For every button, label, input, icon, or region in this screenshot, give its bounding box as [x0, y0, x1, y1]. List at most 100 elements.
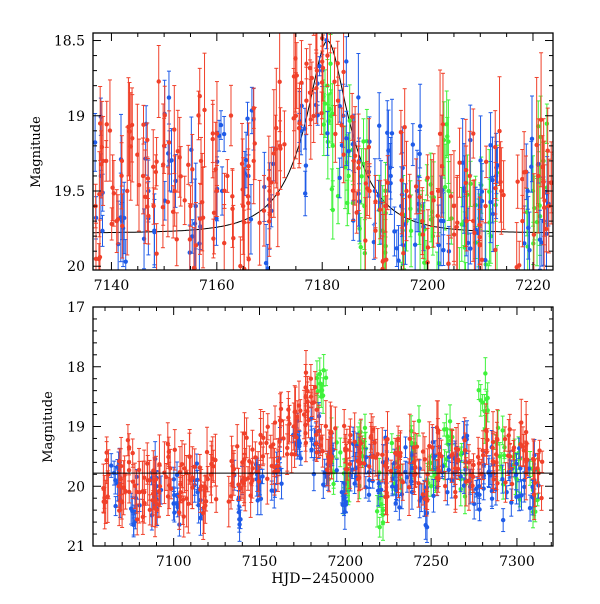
y-tick-label: 17	[67, 300, 85, 316]
data-point	[501, 192, 506, 198]
data-point	[274, 125, 279, 131]
data-point	[236, 509, 242, 515]
data-point	[178, 482, 183, 487]
data-point	[493, 144, 498, 150]
data-point	[305, 389, 310, 394]
data-point	[323, 423, 329, 429]
data-point	[373, 199, 378, 204]
data-point	[463, 467, 468, 472]
data-point	[211, 236, 216, 241]
data-point	[251, 106, 256, 111]
data-point	[126, 445, 132, 450]
data-point	[495, 272, 499, 276]
data-point	[352, 153, 358, 159]
data-point	[325, 131, 330, 136]
data-point	[184, 496, 189, 501]
data-point	[152, 228, 157, 233]
data-point	[374, 509, 380, 514]
data-point	[211, 464, 216, 469]
data-point	[427, 443, 432, 449]
data-point	[483, 371, 488, 376]
data-point	[265, 476, 270, 482]
data-point	[454, 224, 459, 230]
data-point	[119, 158, 125, 164]
data-point	[394, 246, 400, 251]
data-point	[157, 462, 162, 467]
data-point	[483, 159, 489, 165]
data-point	[522, 241, 527, 246]
data-point	[170, 209, 176, 215]
data-point	[246, 163, 251, 169]
data-point	[172, 447, 177, 453]
data-point	[204, 449, 210, 455]
data-point	[357, 199, 362, 204]
data-point	[321, 368, 326, 373]
data-point	[474, 491, 480, 496]
data-point	[423, 496, 428, 502]
data-point	[470, 218, 476, 224]
data-point	[214, 216, 219, 221]
data-point	[539, 459, 545, 465]
data-point	[463, 180, 469, 186]
data-point	[272, 420, 278, 425]
data-point	[146, 213, 151, 219]
data-point	[314, 25, 318, 29]
data-point	[389, 440, 395, 446]
data-point	[190, 475, 195, 480]
data-point	[108, 463, 114, 468]
data-point	[404, 474, 410, 480]
data-point	[192, 464, 197, 470]
data-point	[103, 158, 109, 164]
data-point	[493, 185, 498, 191]
data-point	[343, 446, 348, 451]
data-point	[304, 98, 309, 103]
data-point	[166, 140, 172, 145]
data-point	[448, 194, 454, 199]
data-point	[385, 180, 390, 185]
data-point	[304, 61, 309, 66]
data-point	[333, 426, 338, 431]
data-point	[337, 104, 342, 109]
data-point	[506, 433, 511, 438]
data-point	[500, 476, 505, 482]
data-point	[256, 479, 262, 484]
data-point	[430, 439, 436, 445]
data-point	[377, 123, 382, 128]
data-point	[171, 477, 177, 482]
data-point	[529, 164, 534, 169]
data-point	[187, 237, 193, 242]
data-point	[320, 65, 326, 71]
data-point	[354, 210, 359, 215]
axes-frame	[92, 306, 554, 547]
data-point	[362, 425, 368, 431]
data-point	[399, 278, 403, 282]
data-point	[222, 188, 227, 194]
data-point	[421, 224, 426, 229]
data-point	[524, 441, 529, 446]
data-point	[252, 141, 257, 146]
data-point	[334, 468, 339, 473]
data-point	[411, 445, 417, 450]
data-point	[311, 400, 317, 405]
data-point	[406, 484, 412, 490]
data-point	[416, 201, 421, 207]
data-point	[97, 121, 103, 126]
data-point	[245, 116, 250, 121]
data-point	[328, 113, 334, 119]
y-tick-label: 19.5	[54, 184, 85, 200]
data-point	[431, 198, 436, 203]
data-point	[243, 157, 249, 163]
data-point	[335, 193, 341, 199]
data-point	[328, 61, 333, 66]
data-point	[453, 489, 458, 495]
data-point	[101, 485, 106, 491]
data-point	[312, 15, 316, 19]
y-tick-label: 20	[67, 479, 85, 495]
data-point	[520, 218, 525, 224]
y-tick-label: 19	[67, 109, 85, 125]
data-point	[321, 122, 326, 127]
data-point	[413, 184, 419, 189]
data-point	[463, 283, 467, 287]
data-point	[367, 139, 372, 144]
data-point	[485, 408, 490, 413]
